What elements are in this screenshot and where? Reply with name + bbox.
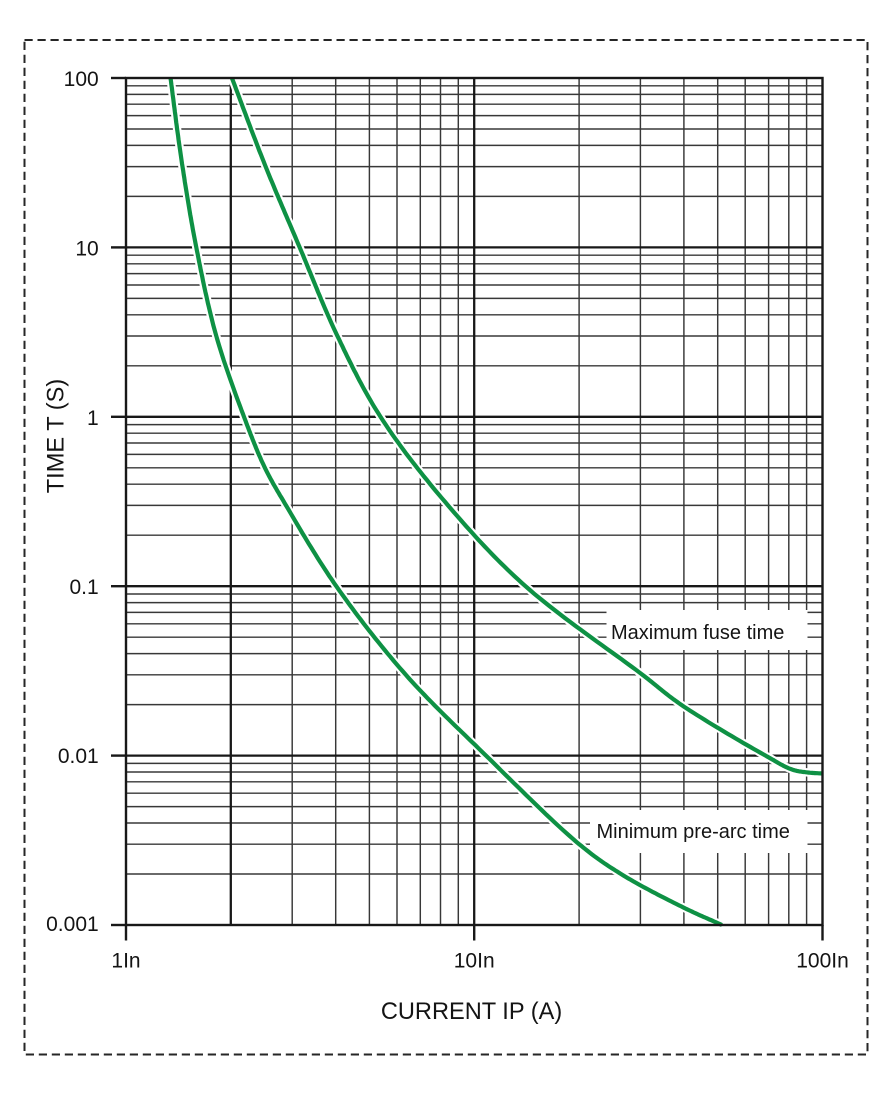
- svg-text:0.01: 0.01: [58, 745, 99, 768]
- svg-text:0.1: 0.1: [69, 576, 98, 599]
- svg-text:100: 100: [64, 68, 99, 91]
- svg-text:CURRENT IP (A): CURRENT IP (A): [381, 999, 562, 1025]
- svg-text:1In: 1In: [111, 949, 140, 972]
- svg-text:10In: 10In: [454, 949, 495, 972]
- svg-text:0.001: 0.001: [46, 913, 99, 936]
- svg-text:100In: 100In: [796, 949, 849, 972]
- svg-text:10: 10: [75, 238, 98, 261]
- svg-text:Maximum fuse time: Maximum fuse time: [611, 622, 784, 644]
- svg-text:TIME T (S): TIME T (S): [44, 379, 70, 493]
- svg-text:Minimum pre-arc time: Minimum pre-arc time: [597, 821, 790, 843]
- svg-text:1: 1: [87, 407, 99, 430]
